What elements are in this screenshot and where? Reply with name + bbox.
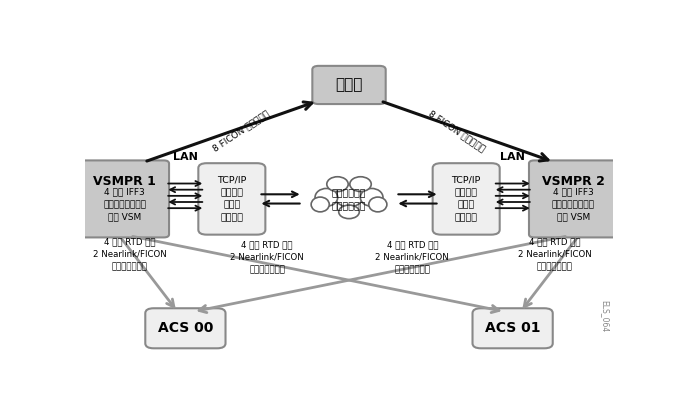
Text: 4 枚の IFF3
カードを搭載した
ピア VSM: 4 枚の IFF3 カードを搭載した ピア VSM [104,188,146,222]
Text: LAN: LAN [173,152,197,162]
Text: 8 FICON ホスト接続: 8 FICON ホスト接続 [427,109,487,153]
Ellipse shape [315,188,338,206]
FancyBboxPatch shape [529,160,618,238]
Ellipse shape [369,197,387,212]
Text: ELS_064: ELS_064 [600,300,609,332]
Text: TCP/IP
スイッチ
または
ルーター: TCP/IP スイッチ または ルーター [452,176,481,222]
Ellipse shape [327,177,348,192]
FancyBboxPatch shape [473,308,553,348]
FancyBboxPatch shape [80,160,169,238]
Text: 8 FICON ホスト接続: 8 FICON ホスト接続 [211,109,271,153]
Text: ACS 00: ACS 00 [158,321,213,335]
Ellipse shape [350,177,371,192]
Text: ホスト: ホスト [335,78,363,92]
FancyBboxPatch shape [198,163,266,235]
FancyBboxPatch shape [313,66,385,104]
Text: 4 つの RTD 用の
2 Nearlink/FICON
ディレクタ接続: 4 つの RTD 用の 2 Nearlink/FICON ディレクタ接続 [230,240,304,274]
Text: VSMPR 1: VSMPR 1 [93,176,156,188]
Text: ACS 01: ACS 01 [485,321,540,335]
FancyBboxPatch shape [432,163,500,235]
Ellipse shape [334,185,364,207]
Text: 4 つの RTD 用の
2 Nearlink/FICON
ディレクタ接続: 4 つの RTD 用の 2 Nearlink/FICON ディレクタ接続 [518,237,592,271]
Text: ワイドエリア
ネットワーク: ワイドエリア ネットワーク [332,190,366,211]
Ellipse shape [360,188,383,206]
Text: 4 つの RTD 用の
2 Nearlink/FICON
ディレクタ接続: 4 つの RTD 用の 2 Nearlink/FICON ディレクタ接続 [93,237,167,271]
Text: VSMPR 2: VSMPR 2 [542,176,605,188]
Text: 4 枚の IFF3
カードを搭載した
ピア VSM: 4 枚の IFF3 カードを搭載した ピア VSM [552,188,595,222]
Text: TCP/IP
スイッチ
または
ルーター: TCP/IP スイッチ または ルーター [217,176,247,222]
FancyBboxPatch shape [145,308,225,348]
Ellipse shape [311,197,329,212]
Text: 4 つの RTD 用の
2 Nearlink/FICON
ディレクタ接続: 4 つの RTD 用の 2 Nearlink/FICON ディレクタ接続 [375,240,449,274]
Text: LAN: LAN [501,152,525,162]
Ellipse shape [338,205,360,219]
